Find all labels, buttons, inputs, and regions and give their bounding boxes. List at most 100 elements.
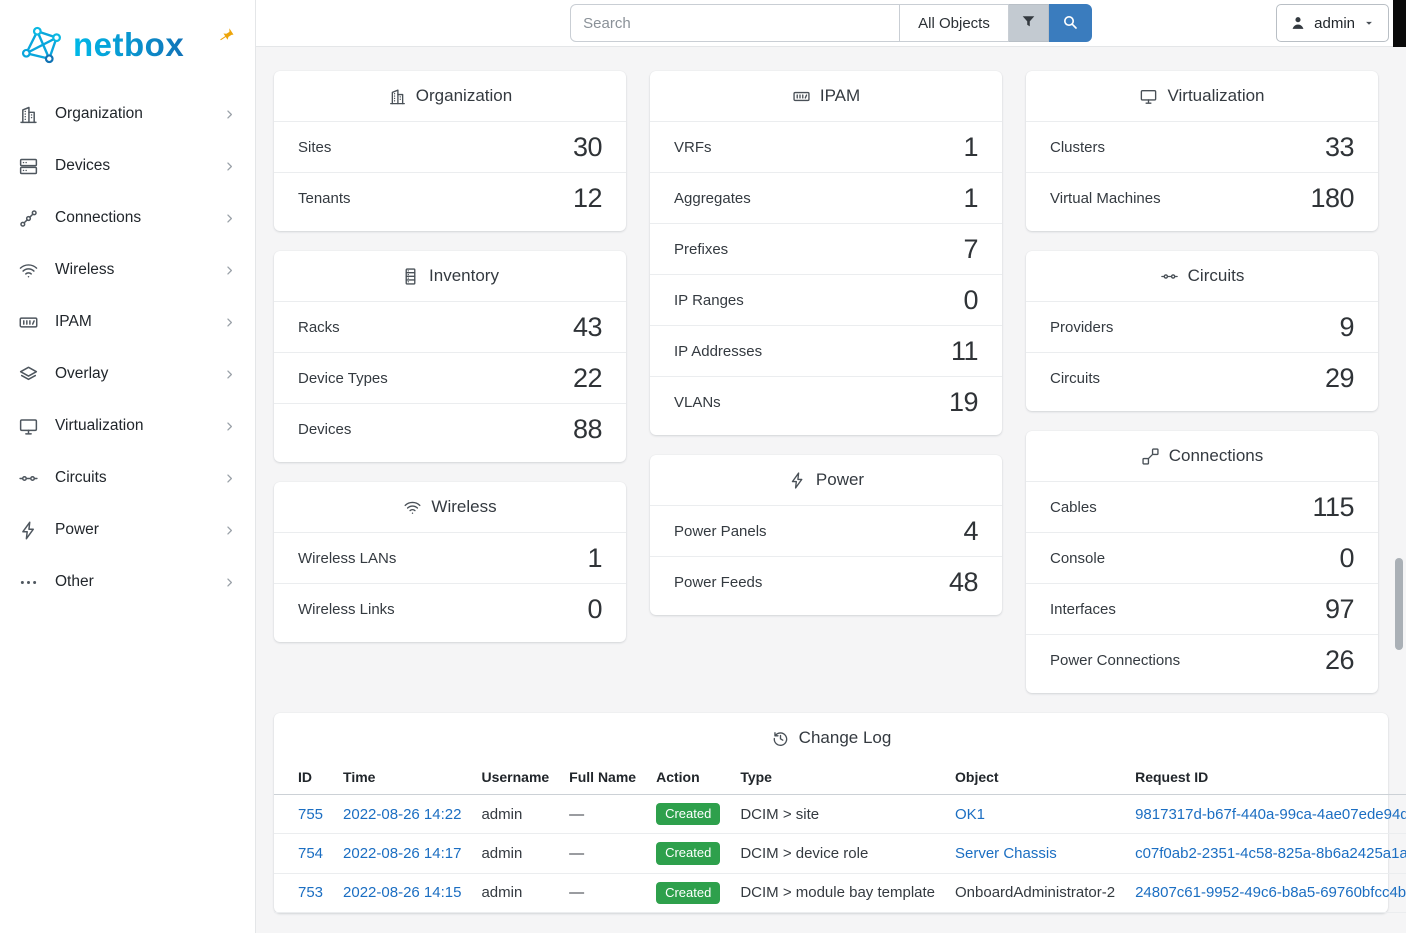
stat-row-vlans[interactable]: VLANs 19: [650, 376, 1002, 427]
column-header-object: Object: [945, 763, 1126, 795]
sidebar-item-label: Wireless: [55, 261, 115, 278]
changelog-request-id-link[interactable]: c07f0ab2-2351-4c58-825a-8b6a2425a1ab: [1135, 844, 1406, 862]
stat-row-wireless-links[interactable]: Wireless Links 0: [274, 583, 626, 634]
changelog-request-id-link[interactable]: 24807c61-9952-49c6-b8a5-69760bfcc4b3: [1135, 884, 1406, 902]
changelog-fullname-cell: —: [559, 873, 647, 913]
changelog-username-cell: admin: [471, 833, 560, 874]
wifi-icon: [18, 260, 39, 281]
stat-row-virtual-machines[interactable]: Virtual Machines 180: [1026, 172, 1378, 223]
chevron-icon: [222, 419, 237, 434]
changelog-id-link[interactable]: 755: [298, 805, 324, 823]
stat-row-power-connections[interactable]: Power Connections 26: [1026, 634, 1378, 685]
changelog-id-link[interactable]: 753: [298, 884, 324, 902]
search-input[interactable]: [570, 4, 901, 42]
counter-icon: [792, 87, 811, 106]
card-wireless: Wireless Wireless LANs 1 Wireless Links 0: [274, 482, 626, 642]
sidebar-item-wireless[interactable]: Wireless: [0, 244, 255, 296]
stat-row-interfaces[interactable]: Interfaces 97: [1026, 583, 1378, 634]
sidebar-item-label: Power: [55, 521, 99, 538]
stat-row-aggregates[interactable]: Aggregates 1: [650, 172, 1002, 223]
sidebar-item-ipam[interactable]: IPAM: [0, 296, 255, 348]
logo-row: netbox: [0, 0, 255, 84]
stat-row-prefixes[interactable]: Prefixes 7: [650, 223, 1002, 274]
stat-row-devices[interactable]: Devices 88: [274, 403, 626, 454]
stat-value: 1: [587, 542, 602, 573]
changelog-title: Change Log: [274, 713, 1388, 763]
stat-row-cables[interactable]: Cables 115: [1026, 481, 1378, 532]
chevron-icon: [222, 263, 237, 278]
stat-label: Console: [1050, 549, 1106, 567]
card-organization: Organization Sites 30 Tenants 12: [274, 71, 626, 231]
column-header-action: Action: [646, 763, 731, 795]
sidebar-item-circuits[interactable]: Circuits: [0, 452, 255, 504]
chevron-icon: [222, 315, 237, 330]
changelog-time-link[interactable]: 2022-08-26 14:15: [343, 884, 462, 902]
cable-icon: [1141, 447, 1160, 466]
stat-value: 29: [1324, 362, 1355, 393]
stat-value: 180: [1310, 182, 1354, 213]
stat-row-circuits[interactable]: Circuits 29: [1026, 352, 1378, 403]
building-icon: [388, 87, 407, 106]
table-row: 753 2022-08-26 14:15 admin — Created DCIM > m…: [274, 873, 1406, 913]
brand-wordmark[interactable]: netbox: [73, 26, 185, 63]
changelog-request-id-link[interactable]: 9817317d-b67f-440a-99ca-4ae07ede94df: [1135, 805, 1406, 823]
stat-row-ip-ranges[interactable]: IP Ranges 0: [650, 274, 1002, 325]
card-title: Wireless: [274, 482, 626, 532]
object-type-selector[interactable]: All Objects: [900, 4, 1009, 42]
changelog-time-link[interactable]: 2022-08-26 14:22: [343, 805, 462, 823]
sidebar-item-virtualization[interactable]: Virtualization: [0, 400, 255, 452]
stat-row-device-types[interactable]: Device Types 22: [274, 352, 626, 403]
stat-row-tenants[interactable]: Tenants 12: [274, 172, 626, 223]
flash-icon: [18, 520, 39, 541]
pin-sidebar-icon[interactable]: [215, 24, 236, 45]
stat-label: IP Ranges: [674, 291, 744, 309]
stat-row-vrfs[interactable]: VRFs 1: [650, 121, 1002, 172]
sidebar-item-label: Connections: [55, 209, 142, 226]
filter-button[interactable]: [1008, 4, 1049, 42]
sidebar-item-power[interactable]: Power: [0, 504, 255, 556]
stat-row-power-panels[interactable]: Power Panels 4: [650, 505, 1002, 556]
stat-row-wireless-lans[interactable]: Wireless LANs 1: [274, 532, 626, 583]
scrollbar-thumb[interactable]: [1395, 558, 1403, 650]
history-icon: [771, 729, 790, 748]
card-title: Power: [650, 455, 1002, 505]
sidebar-item-overlay[interactable]: Overlay: [0, 348, 255, 400]
column-header-type: Type: [730, 763, 945, 795]
main: All Objects admin Organization Sites 30 Ten…: [256, 0, 1406, 933]
stat-row-clusters[interactable]: Clusters 33: [1026, 121, 1378, 172]
stat-label: Device Types: [298, 369, 388, 387]
changelog-time-link[interactable]: 2022-08-26 14:17: [343, 844, 462, 862]
card-title: Connections: [1026, 431, 1378, 481]
stat-row-racks[interactable]: Racks 43: [274, 301, 626, 352]
changelog-id-link[interactable]: 754: [298, 844, 324, 862]
stat-label: Providers: [1050, 318, 1114, 336]
topbar: All Objects admin: [256, 0, 1406, 47]
chevron-icon: [222, 159, 237, 174]
chevron-icon: [222, 367, 237, 382]
stat-label: VRFs: [674, 138, 712, 156]
user-menu-button[interactable]: admin: [1276, 4, 1389, 42]
changelog-request-id-cell: c07f0ab2-2351-4c58-825a-8b6a2425a1ab: [1125, 833, 1406, 874]
sidebar-item-connections[interactable]: Connections: [0, 192, 255, 244]
sidebar-item-devices[interactable]: Devices: [0, 140, 255, 192]
user-label: admin: [1314, 14, 1355, 32]
stat-row-sites[interactable]: Sites 30: [274, 121, 626, 172]
netbox-logo-icon[interactable]: [16, 23, 66, 67]
wifi-icon: [403, 498, 422, 517]
stat-label: Virtual Machines: [1050, 189, 1161, 207]
sidebar-item-organization[interactable]: Organization: [0, 88, 255, 140]
stat-row-console[interactable]: Console 0: [1026, 532, 1378, 583]
sidebar-item-other[interactable]: Other: [0, 556, 255, 608]
status-badge: Created: [656, 881, 721, 904]
stat-label: Aggregates: [674, 189, 751, 207]
stat-value: 115: [1312, 491, 1354, 522]
stat-row-ip-addresses[interactable]: IP Addresses 11: [650, 325, 1002, 376]
dashboard-column-1: Organization Sites 30 Tenants 12 Inventory Rac…: [274, 71, 626, 713]
changelog-object-link[interactable]: OK1: [955, 805, 986, 823]
stat-row-providers[interactable]: Providers 9: [1026, 301, 1378, 352]
changelog-object-link[interactable]: Server Chassis: [955, 844, 1057, 862]
search-button[interactable]: [1048, 4, 1092, 42]
stat-row-power-feeds[interactable]: Power Feeds 48: [650, 556, 1002, 607]
stat-label: Tenants: [298, 189, 351, 207]
